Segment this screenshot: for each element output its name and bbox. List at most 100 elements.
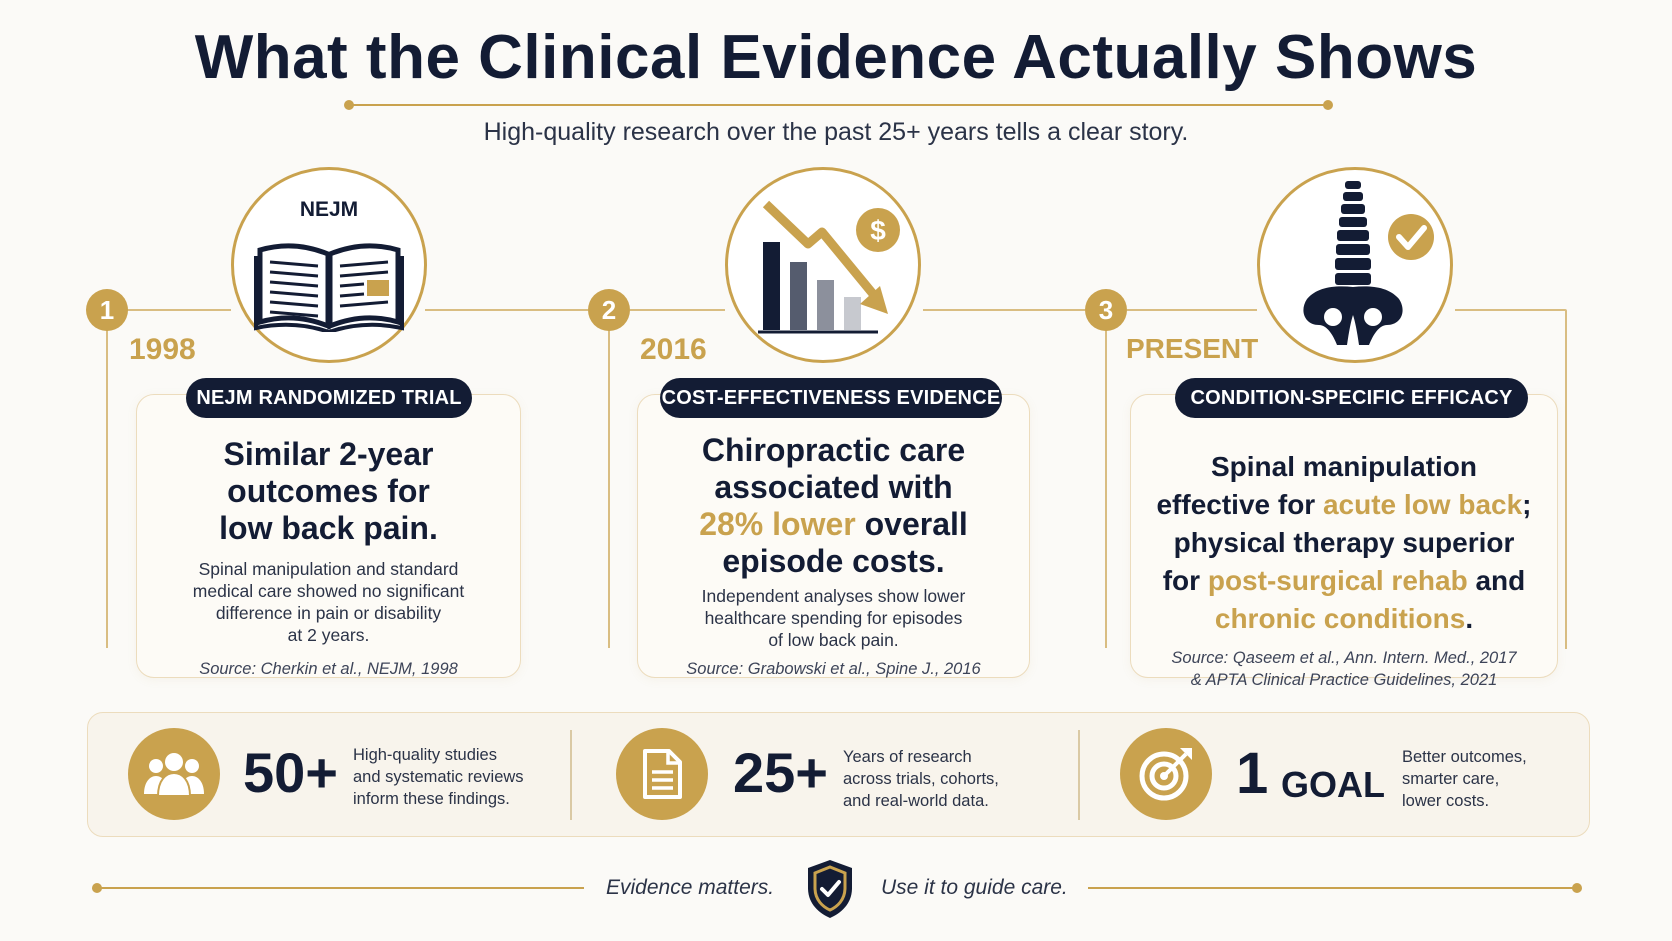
stat-desc-line: High-quality studies <box>353 746 497 764</box>
footer-dot <box>1572 883 1582 893</box>
timeline-line <box>106 330 108 648</box>
headline-line: Similar 2-year <box>223 436 434 472</box>
step-icon-circle <box>1257 167 1453 363</box>
body-line: Spinal manipulation and standard <box>198 559 459 579</box>
headline-text: . <box>1465 603 1474 634</box>
stat-desc-line: across trials, cohorts, <box>843 770 999 788</box>
highlight-text: chronic conditions <box>1214 603 1466 634</box>
stat-desc-line: and systematic reviews <box>353 768 524 786</box>
headline-line: chronic conditions. <box>1130 600 1558 638</box>
step-pill-label: COST-EFFECTIVENESS EVIDENCE <box>660 378 1002 418</box>
step-body: Spinal manipulation and standard medical… <box>136 558 521 646</box>
stat-desc-line: lower costs. <box>1402 792 1490 810</box>
step-year: 2016 <box>640 333 707 366</box>
target-icon <box>1120 728 1212 820</box>
headline-text: and <box>1467 565 1526 596</box>
stat-description: Better outcomes, smarter care, lower cos… <box>1402 746 1527 812</box>
stat-desc-line: inform these findings. <box>353 790 510 808</box>
step-source: Source: Cherkin et al., NEJM, 1998 <box>136 658 521 680</box>
body-line: at 2 years. <box>287 625 370 645</box>
step-headline: Spinal manipulation effective for acute … <box>1130 448 1558 638</box>
headline-line: 28% lower overall <box>637 506 1030 543</box>
source-line: & APTA Clinical Practice Guidelines, 202… <box>1190 671 1498 689</box>
step-number-badge: 1 <box>86 289 128 331</box>
step-icon-circle: $ <box>725 167 921 363</box>
source-line: Source: Grabowski et al., Spine J., 2016 <box>686 660 981 678</box>
stat-description: Years of research across trials, cohorts… <box>843 746 999 812</box>
headline-text: effective for <box>1156 489 1323 520</box>
spine-check-icon <box>1303 181 1434 345</box>
body-line: of low back pain. <box>768 630 899 650</box>
step-year: PRESENT <box>1126 333 1259 364</box>
step-number-badge: 3 <box>1085 289 1127 331</box>
highlight-text: 28% lower <box>699 506 856 542</box>
open-book-icon <box>254 243 404 332</box>
step-year: 1998 <box>129 333 196 366</box>
step-pill-label: NEJM RANDOMIZED TRIAL <box>186 378 472 418</box>
step-headline: Chiropractic care associated with 28% lo… <box>637 432 1030 580</box>
highlight-text: post-surgical rehab <box>1207 565 1468 596</box>
timeline-line <box>126 309 231 311</box>
step-headline: Similar 2-year outcomes for low back pai… <box>136 436 521 547</box>
footer-rule <box>98 887 584 889</box>
timeline-line <box>1565 309 1567 649</box>
step-icon-circle: NEJM <box>231 167 427 363</box>
stat-divider <box>1078 730 1080 820</box>
timeline-line <box>1455 309 1565 311</box>
source-line: Source: Qaseem et al., Ann. Intern. Med.… <box>1171 649 1517 667</box>
highlight-text: acute low back <box>1322 489 1523 520</box>
stat-value: 25+ <box>733 741 828 804</box>
timeline-line <box>608 330 610 648</box>
timeline-line <box>1127 309 1257 311</box>
page-title: What the Clinical Evidence Actually Show… <box>194 23 1478 92</box>
footer-dot <box>92 883 102 893</box>
document-icon <box>616 728 708 820</box>
stat-divider <box>570 730 572 820</box>
footer-left-text: Evidence matters. <box>606 876 775 899</box>
step-source: Source: Qaseem et al., Ann. Intern. Med.… <box>1130 647 1558 691</box>
body-line: healthcare spending for episodes <box>704 608 963 628</box>
step-body: Independent analyses show lower healthca… <box>637 585 1030 651</box>
page-subtitle: High-quality research over the past 25+ … <box>483 118 1189 146</box>
headline-line: episode costs. <box>722 543 945 579</box>
evidence-card <box>637 394 1030 678</box>
svg-text:$: $ <box>870 215 886 246</box>
headline-line: associated with <box>714 469 953 505</box>
stat-desc-line: and real-world data. <box>843 792 989 810</box>
footer-rule <box>1088 887 1574 889</box>
timeline-line <box>425 309 588 311</box>
step-pill-label: CONDITION-SPECIFIC EFFICACY <box>1175 378 1528 418</box>
headline-line: Spinal manipulation <box>1210 451 1477 482</box>
footer-right-text: Use it to guide care. <box>881 876 1068 899</box>
nejm-label: NEJM <box>299 198 359 221</box>
declining-cost-chart-icon: $ <box>758 200 900 334</box>
people-icon <box>128 728 220 820</box>
stats-bar <box>87 712 1590 837</box>
stat-value: 50+ <box>243 741 338 804</box>
stat-desc-line: smarter care, <box>1402 770 1500 788</box>
headline-text: ; <box>1522 489 1532 520</box>
stat-value-word: GOAL <box>1281 764 1385 805</box>
body-line: difference in pain or disability <box>215 603 442 623</box>
timeline-line <box>923 309 1085 311</box>
timeline-line <box>1105 330 1107 648</box>
body-line: Independent analyses show lower <box>701 586 966 606</box>
stat-desc-line: Better outcomes, <box>1402 748 1527 766</box>
body-line: medical care showed no significant <box>192 581 465 601</box>
stat-description: High-quality studies and systematic revi… <box>353 744 524 810</box>
step-source: Source: Grabowski et al., Spine J., 2016 <box>637 658 1030 680</box>
title-divider <box>344 100 1333 110</box>
stat-value-number: 1 <box>1236 741 1269 806</box>
headline-line: effective for acute low back; <box>1130 486 1558 524</box>
headline-line: for post-surgical rehab and <box>1130 562 1558 600</box>
headline-line: Chiropractic care <box>701 432 966 468</box>
headline-text: for <box>1162 565 1208 596</box>
headline-text: overall <box>855 506 968 542</box>
source-line: Source: Cherkin et al., NEJM, 1998 <box>199 660 458 678</box>
stat-desc-line: Years of research <box>843 748 972 766</box>
evidence-card <box>136 394 521 678</box>
headline-line: outcomes for <box>227 473 430 509</box>
headline-line: physical therapy superior <box>1173 527 1515 558</box>
step-number-badge: 2 <box>588 289 630 331</box>
headline-line: low back pain. <box>219 510 438 546</box>
